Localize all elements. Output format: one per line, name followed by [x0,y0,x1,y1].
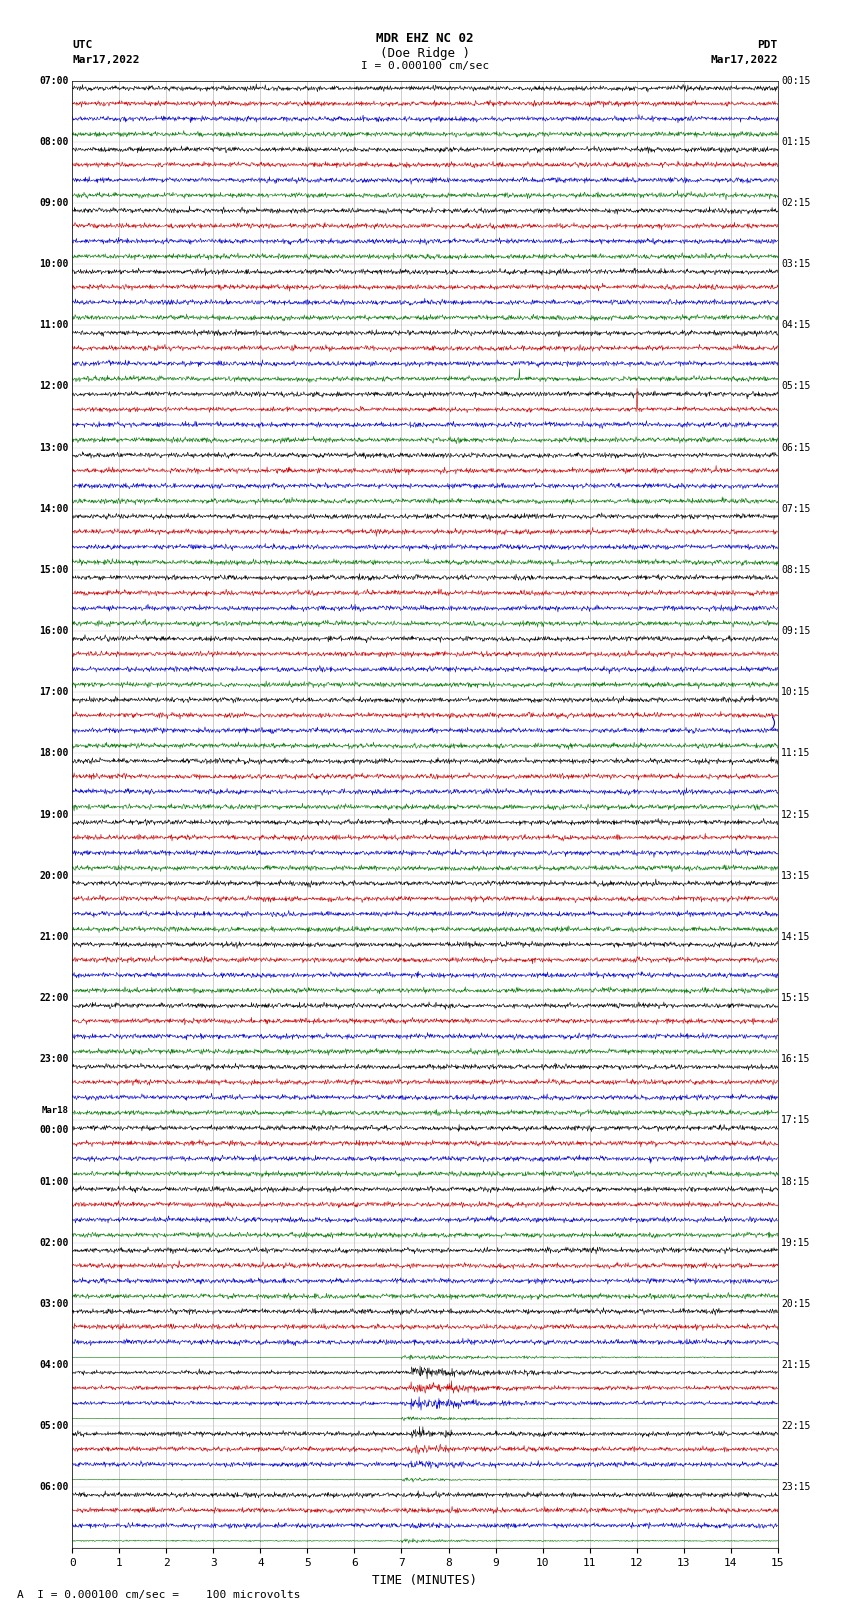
Text: 22:00: 22:00 [39,994,69,1003]
Text: 01:15: 01:15 [781,137,811,147]
Text: 04:00: 04:00 [39,1360,69,1369]
Text: 07:15: 07:15 [781,503,811,515]
Text: PDT: PDT [757,40,778,50]
Text: 16:00: 16:00 [39,626,69,636]
Text: 23:00: 23:00 [39,1055,69,1065]
Text: 19:00: 19:00 [39,810,69,819]
Text: 06:00: 06:00 [39,1482,69,1492]
Text: MDR EHZ NC 02: MDR EHZ NC 02 [377,32,473,45]
Text: 00:15: 00:15 [781,76,811,85]
Text: 09:00: 09:00 [39,198,69,208]
Text: 01:00: 01:00 [39,1176,69,1187]
Text: 03:15: 03:15 [781,260,811,269]
Text: A  I = 0.000100 cm/sec =    100 microvolts: A I = 0.000100 cm/sec = 100 microvolts [17,1590,301,1600]
Text: 15:15: 15:15 [781,994,811,1003]
Text: 18:00: 18:00 [39,748,69,758]
Text: 11:00: 11:00 [39,321,69,331]
Text: 17:15: 17:15 [781,1115,811,1126]
Text: 10:00: 10:00 [39,260,69,269]
Text: 19:15: 19:15 [781,1237,811,1248]
Text: 18:15: 18:15 [781,1176,811,1187]
Text: 06:15: 06:15 [781,442,811,453]
Text: 17:00: 17:00 [39,687,69,697]
Text: 10:15: 10:15 [781,687,811,697]
Text: 08:00: 08:00 [39,137,69,147]
Text: Mar17,2022: Mar17,2022 [72,55,139,65]
Text: 22:15: 22:15 [781,1421,811,1431]
Text: 20:15: 20:15 [781,1298,811,1308]
Text: Mar18: Mar18 [42,1107,69,1116]
Text: 05:00: 05:00 [39,1421,69,1431]
Text: (Doe Ridge ): (Doe Ridge ) [380,47,470,60]
Text: 15:00: 15:00 [39,565,69,574]
Text: 11:15: 11:15 [781,748,811,758]
X-axis label: TIME (MINUTES): TIME (MINUTES) [372,1574,478,1587]
Text: 12:15: 12:15 [781,810,811,819]
Text: 04:15: 04:15 [781,321,811,331]
Text: 00:00: 00:00 [39,1126,69,1136]
Text: 02:15: 02:15 [781,198,811,208]
Text: 16:15: 16:15 [781,1055,811,1065]
Text: UTC: UTC [72,40,93,50]
Text: I = 0.000100 cm/sec: I = 0.000100 cm/sec [361,61,489,71]
Text: 08:15: 08:15 [781,565,811,574]
Text: 21:00: 21:00 [39,932,69,942]
Text: 07:00: 07:00 [39,76,69,85]
Text: 20:00: 20:00 [39,871,69,881]
Text: Mar17,2022: Mar17,2022 [711,55,778,65]
Text: 14:15: 14:15 [781,932,811,942]
Text: 03:00: 03:00 [39,1298,69,1308]
Text: 21:15: 21:15 [781,1360,811,1369]
Text: 13:15: 13:15 [781,871,811,881]
Text: 13:00: 13:00 [39,442,69,453]
Text: 14:00: 14:00 [39,503,69,515]
Text: 05:15: 05:15 [781,381,811,392]
Text: 23:15: 23:15 [781,1482,811,1492]
Text: 12:00: 12:00 [39,381,69,392]
Text: 09:15: 09:15 [781,626,811,636]
Text: 02:00: 02:00 [39,1237,69,1248]
